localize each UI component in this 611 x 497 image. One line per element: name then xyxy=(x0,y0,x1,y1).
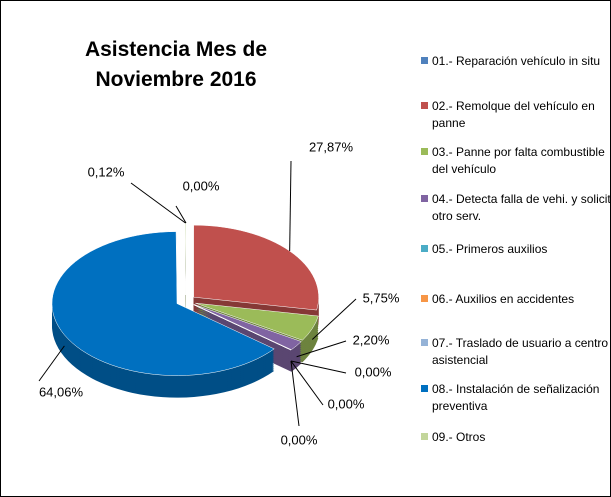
legend-entry: 05.- Primeros auxilios xyxy=(421,241,610,258)
slice xyxy=(193,224,319,311)
legend-swatch xyxy=(421,57,428,64)
data-label: 27,87% xyxy=(309,139,354,154)
legend-swatch xyxy=(421,148,428,155)
legend-label: 01.- Reparación vehículo in situ xyxy=(432,54,601,68)
legend-label: 02.- Remolque del vehículo en panne xyxy=(432,99,595,130)
legend-entry: 02.- Remolque del vehículo en panne xyxy=(421,98,610,132)
leader-line xyxy=(175,205,187,224)
legend-swatch xyxy=(421,339,428,346)
slice xyxy=(194,304,302,350)
slice xyxy=(51,231,275,376)
legend-entry: 03.- Panne por falta combustible del veh… xyxy=(421,144,610,178)
leader-line xyxy=(290,360,324,406)
legend-label: 09.- Otros xyxy=(432,430,486,444)
legend-swatch xyxy=(421,295,428,302)
data-label: 0,12% xyxy=(88,164,125,179)
leader-line xyxy=(130,182,186,224)
legend-swatch xyxy=(421,102,428,109)
legend-entry: 08.- Instalación de señalización prevent… xyxy=(421,381,610,415)
legend-label: 05.- Primeros auxilios xyxy=(432,242,548,256)
leader-line xyxy=(311,298,357,340)
slice xyxy=(184,222,187,296)
data-label: 0,00% xyxy=(183,178,220,193)
legend-entry: 07.- Traslado de usuario a centro asiste… xyxy=(421,335,610,369)
legend-swatch xyxy=(421,245,428,252)
legend-entry: 09.- Otros xyxy=(421,429,610,446)
legend-label: 04.- Detecta falla de vehi. y solicita o… xyxy=(432,192,611,223)
leader-line xyxy=(296,340,347,358)
legend-entry: 06.- Auxilios en accidentes xyxy=(421,291,610,308)
data-label: 2,20% xyxy=(353,332,390,347)
data-label: 0,00% xyxy=(281,432,318,447)
legend-swatch xyxy=(421,433,428,440)
leader-line xyxy=(289,160,292,252)
data-label: 0,00% xyxy=(355,364,392,379)
legend-entry: 04.- Detecta falla de vehi. y solicita o… xyxy=(421,191,611,225)
data-label: 5,75% xyxy=(363,290,400,305)
legend-label: 08.- Instalación de señalización prevent… xyxy=(432,382,600,413)
legend-swatch xyxy=(421,385,428,392)
leader-line xyxy=(290,360,347,374)
slice xyxy=(195,302,319,341)
data-label: 64,06% xyxy=(39,384,84,399)
chart-title: Asistencia Mes de Noviembre 2016 xyxy=(84,38,268,91)
legend-entry: 01.- Reparación vehículo in situ xyxy=(421,53,610,70)
legend-label: 06.- Auxilios en accidentes xyxy=(432,292,575,306)
legend-swatch xyxy=(421,195,428,202)
legend-label: 03.- Panne por falta combustible del veh… xyxy=(432,145,605,176)
leader-line xyxy=(38,345,65,382)
legend-label: 07.- Traslado de usuario a centro asiste… xyxy=(432,336,609,367)
data-label: 0,00% xyxy=(328,396,365,411)
leader-line xyxy=(290,360,300,427)
